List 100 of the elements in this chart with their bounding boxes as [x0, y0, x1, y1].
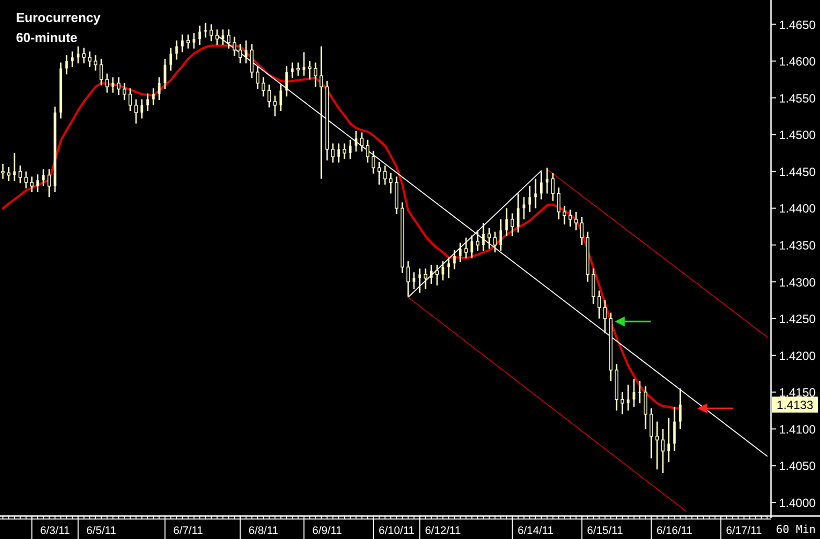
candlestick: [285, 66, 288, 98]
candlestick: [655, 420, 659, 470]
candlestick: [6, 166, 10, 182]
x-tick-label: 6/17/11: [726, 525, 762, 537]
candlestick: [556, 186, 560, 220]
candlestick: [238, 43, 242, 64]
candlestick: [667, 417, 670, 463]
candlestick: [378, 161, 381, 186]
x-tick-label: 6/7/11: [173, 525, 204, 537]
candlestick: [562, 205, 566, 226]
candlestick: [360, 132, 364, 152]
candlestick: [603, 299, 607, 334]
candlestick: [226, 28, 230, 50]
candlestick: [134, 98, 138, 124]
candlestick: [632, 378, 636, 408]
candlestick: [424, 268, 428, 290]
x-tick-label: 6/8/11: [248, 525, 278, 537]
candlestick: [505, 208, 508, 237]
x-tick-label: 6/10/11: [378, 525, 415, 537]
candlestick: [198, 25, 202, 46]
y-tick-label: 1.4400: [779, 202, 816, 216]
y-tick-label: 1.4600: [779, 54, 816, 69]
y-tick-label: 1.4500: [779, 128, 816, 142]
candlestick: [540, 170, 543, 200]
text: Eurocurrency: [16, 10, 102, 25]
y-tick-label: 1.4300: [779, 275, 816, 290]
x-tick-label: 6/12/11: [424, 525, 461, 537]
candlestick: [412, 272, 416, 290]
y-tick-label: 1.4200: [779, 348, 816, 363]
candlestick: [372, 150, 376, 174]
candlestick: [1, 163, 5, 180]
candlestick: [169, 47, 172, 72]
candlestick: [348, 139, 352, 160]
candlestick: [30, 176, 34, 193]
candlestick: [140, 98, 144, 120]
candlestick: [644, 386, 648, 430]
candlestick: [626, 384, 630, 412]
candlestick: [164, 58, 166, 90]
candlestick: [638, 380, 642, 404]
candlestick: [268, 84, 271, 108]
candlestick: [574, 211, 578, 231]
candlestick: [186, 34, 190, 50]
y-tick-label: 1.4100: [779, 422, 816, 436]
candlestick: [510, 212, 514, 237]
text: 60-minute: [16, 30, 78, 45]
candlestick: [354, 130, 358, 152]
candlestick: [546, 167, 548, 194]
candlestick: [516, 192, 520, 234]
candlestick: [48, 168, 51, 198]
candlestick: [580, 216, 584, 246]
candlestick: [256, 66, 260, 90]
candlestick: [661, 428, 665, 474]
candlestick: [447, 256, 450, 279]
y-tick-label: 1.4450: [779, 164, 816, 179]
text: 60 Min: [776, 523, 816, 536]
y-tick-label: 1.4550: [779, 91, 816, 106]
y-tick-label: 1.4250: [779, 312, 816, 326]
candlestick: [250, 43, 254, 79]
candlestick: [112, 76, 114, 94]
candlestick: [620, 391, 624, 415]
candlestick: [105, 72, 109, 94]
candlestick: [18, 164, 22, 184]
candlestick: [175, 40, 178, 60]
candlestick: [222, 28, 224, 46]
candlestick: [418, 268, 422, 294]
candlestick: [522, 196, 526, 220]
y-tick-label: 1.4650: [779, 18, 816, 32]
candlestick: [100, 58, 104, 86]
candlestick: [458, 242, 462, 263]
candlestick: [71, 50, 74, 68]
candlestick: [116, 76, 120, 96]
candlestick: [430, 264, 433, 285]
y-tick-label: 1.4150: [779, 386, 816, 400]
candlestick: [122, 82, 126, 101]
candlestick: [158, 76, 161, 101]
candlestick: [366, 139, 370, 164]
candlestick: [406, 260, 410, 298]
candlestick: [204, 22, 207, 38]
x-tick-label: 6/15/11: [587, 525, 623, 537]
candlestick: [24, 170, 28, 190]
candlestick: [296, 62, 300, 76]
candlestick: [592, 268, 596, 305]
candlestick: [215, 28, 219, 46]
x-tick-label: 6/5/11: [86, 525, 116, 537]
candlestick: [13, 152, 16, 182]
candlestick: [88, 50, 92, 68]
x-tick-label: 6/16/11: [656, 525, 692, 537]
candlestick: [442, 260, 444, 282]
candlestick: [678, 388, 682, 430]
candlestick: [493, 231, 497, 254]
x-tick-label: 6/9/11: [312, 525, 342, 537]
candlestick: [453, 249, 456, 270]
candlestick: [279, 84, 282, 112]
candlestick: [308, 60, 312, 80]
candlestick: [342, 142, 346, 160]
candlestick: [65, 54, 68, 76]
candlestick: [320, 46, 324, 180]
candlestick: [470, 234, 474, 259]
candlestick: [181, 34, 184, 53]
candlestick: [94, 54, 98, 72]
